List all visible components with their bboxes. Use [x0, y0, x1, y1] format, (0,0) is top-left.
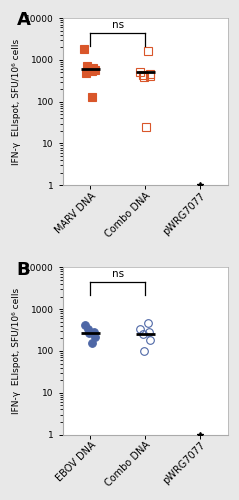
Text: A: A — [17, 12, 31, 30]
Text: ns: ns — [112, 270, 124, 280]
Y-axis label: IFN-γ  ELIspot, SFU/10⁶ cells: IFN-γ ELIspot, SFU/10⁶ cells — [12, 288, 21, 414]
Text: ns: ns — [112, 20, 124, 30]
Y-axis label: IFN-γ  ELIspot, SFU/10⁶ cells: IFN-γ ELIspot, SFU/10⁶ cells — [12, 38, 21, 164]
Text: B: B — [17, 260, 30, 278]
